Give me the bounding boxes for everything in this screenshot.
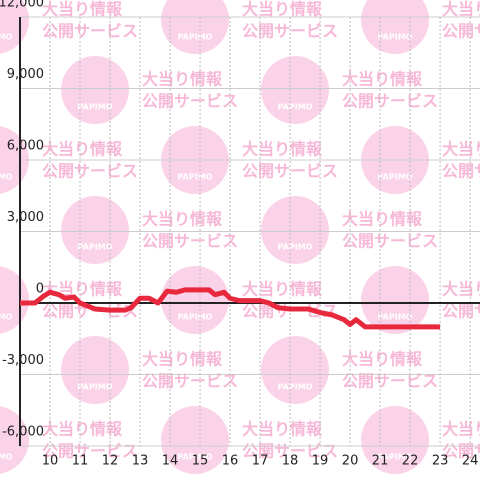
watermark-title: 大当り情報 <box>142 70 223 89</box>
watermark-logo-text: PAPIMO <box>78 243 113 252</box>
watermark-logo-text: PAPIMO <box>378 173 413 182</box>
watermark-logo-text: PAPIMO <box>278 383 313 392</box>
watermark-title: 大当り情報 <box>342 210 423 229</box>
watermark-logo-text: PAPIMO <box>0 313 13 322</box>
watermark-logo <box>261 196 329 264</box>
watermark-subtitle: 公開サービス <box>142 92 238 111</box>
watermark-logo-text: PAPIMO <box>378 313 413 322</box>
watermark-logo-text: PAPIMO <box>0 33 13 42</box>
watermark-logo-text: PAPIMO <box>178 313 213 322</box>
watermark-title: 大当り情報 <box>242 280 323 299</box>
watermark-logo <box>0 406 29 474</box>
watermark-title: 大当り情報 <box>142 210 223 229</box>
watermark-subtitle: 公開サービス <box>42 162 138 181</box>
x-tick-label: 13 <box>132 454 149 469</box>
watermark-logo <box>0 0 29 54</box>
watermark-subtitle: 公開サービス <box>342 92 438 111</box>
y-tick-label: 3,000 <box>7 210 44 225</box>
watermark-title: 大当り情報 <box>142 350 223 369</box>
x-tick-label: 18 <box>282 454 299 469</box>
watermark-logo-text: PAPIMO <box>0 453 13 462</box>
watermark-title: 大当り情報 <box>342 350 423 369</box>
watermark-subtitle: 公開サービス <box>442 22 480 41</box>
watermark-logo-text: PAPIMO <box>178 453 213 462</box>
watermark-title: 大当り情報 <box>42 0 123 19</box>
watermark-title: 大当り情報 <box>342 70 423 89</box>
y-tick-label: 12,000 <box>0 0 44 11</box>
watermark-logo <box>361 266 429 334</box>
y-tick-label: 0 <box>36 282 44 297</box>
watermark-subtitle: 公開サービス <box>342 372 438 391</box>
watermark-title: 大当り情報 <box>42 420 123 439</box>
x-tick-label: 11 <box>72 454 89 469</box>
watermark-logo-text: PAPIMO <box>278 243 313 252</box>
watermark-title: 大当り情報 <box>442 280 480 299</box>
watermark-logo-text: PAPIMO <box>178 33 213 42</box>
watermark-title: 大当り情報 <box>242 0 323 19</box>
watermark-logo-text: PAPIMO <box>178 173 213 182</box>
x-tick-label: 17 <box>252 454 269 469</box>
watermark-subtitle: 公開サービス <box>142 232 238 251</box>
x-tick-label: 15 <box>192 454 209 469</box>
x-tick-label: 20 <box>342 454 359 469</box>
watermark-subtitle: 公開サービス <box>42 302 138 321</box>
watermark-logo <box>161 266 229 334</box>
watermark-logo <box>0 126 29 194</box>
x-tick-label: 16 <box>222 454 239 469</box>
data-line <box>20 287 441 330</box>
x-tick-label: 22 <box>402 454 419 469</box>
watermark-title: 大当り情報 <box>442 420 480 439</box>
watermark-logo <box>161 406 229 474</box>
watermark-logo <box>361 0 429 54</box>
watermark-subtitle: 公開サービス <box>442 302 480 321</box>
y-tick-label: -3,000 <box>2 353 44 368</box>
watermark-logo <box>161 0 229 54</box>
x-tick-label: 19 <box>312 454 329 469</box>
x-tick-label: 23 <box>432 454 449 469</box>
x-tick-label: 21 <box>372 454 389 469</box>
x-tick-label: 10 <box>42 454 59 469</box>
x-tick-label: 24 <box>462 454 479 469</box>
watermark-title: 大当り情報 <box>242 420 323 439</box>
watermark-logo <box>361 406 429 474</box>
watermark-logo-text: PAPIMO <box>378 33 413 42</box>
watermark-subtitle: 公開サービス <box>142 372 238 391</box>
watermark-logo <box>61 336 129 404</box>
watermark-logo-text: PAPIMO <box>0 173 13 182</box>
watermark-logo <box>61 196 129 264</box>
watermark-title: 大当り情報 <box>442 0 480 19</box>
watermark-title: 大当り情報 <box>242 140 323 159</box>
y-tick-label: -6,000 <box>2 425 44 440</box>
watermark-logo <box>61 56 129 124</box>
y-tick-label: 9,000 <box>7 67 44 82</box>
watermark-logo <box>261 56 329 124</box>
watermark-subtitle: 公開サービス <box>442 162 480 181</box>
watermark-logo-text: PAPIMO <box>278 103 313 112</box>
watermark-logo <box>261 336 329 404</box>
watermark-title: 大当り情報 <box>442 140 480 159</box>
watermark-subtitle: 公開サービス <box>42 22 138 41</box>
watermark-logo-text: PAPIMO <box>378 453 413 462</box>
watermark-logo <box>0 266 29 334</box>
watermark-title: 大当り情報 <box>42 140 123 159</box>
y-tick-label: 6,000 <box>7 139 44 154</box>
watermark-logo-text: PAPIMO <box>78 103 113 112</box>
x-tick-label: 12 <box>102 454 119 469</box>
x-tick-label: 14 <box>162 454 179 469</box>
watermark-logo-text: PAPIMO <box>78 383 113 392</box>
watermark-subtitle: 公開サービス <box>342 232 438 251</box>
